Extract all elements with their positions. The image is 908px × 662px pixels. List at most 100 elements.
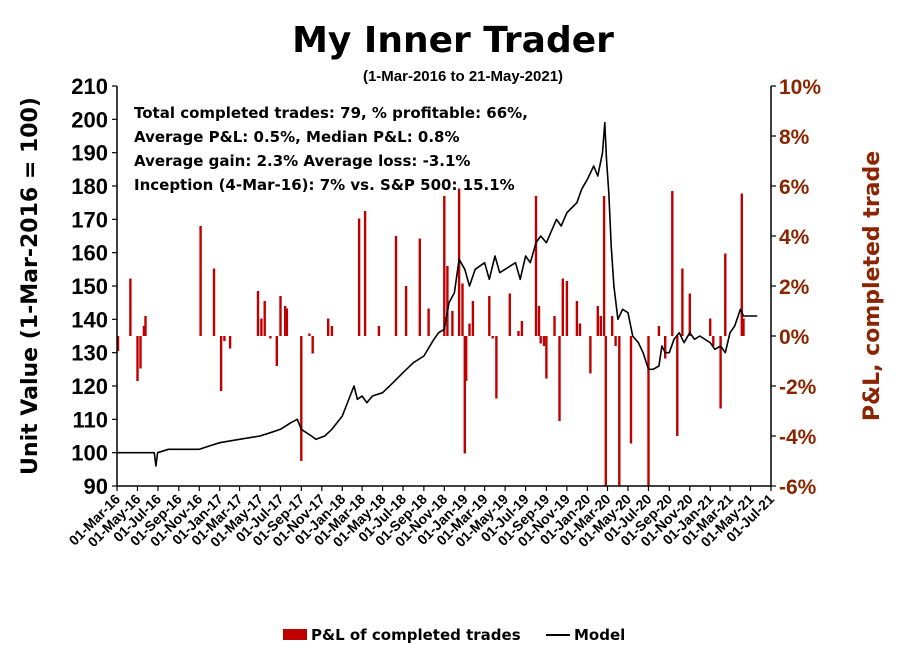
- y-axis-right-label: P&L, completed trade: [860, 151, 885, 421]
- y-left-tick-label: 150: [71, 274, 108, 299]
- pnl-bar: [139, 336, 142, 369]
- y-left-tick-label: 140: [71, 307, 108, 332]
- y-left-tick-label: 170: [71, 207, 108, 232]
- pnl-bar: [534, 196, 538, 336]
- pnl-bar: [418, 238, 421, 336]
- pnl-bar: [223, 336, 226, 341]
- y-left-tick-label: 210: [71, 74, 108, 99]
- pnl-bar: [327, 318, 330, 336]
- pnl-bar: [463, 336, 466, 454]
- legend-line-label: Model: [574, 626, 625, 644]
- pnl-bar: [537, 306, 541, 336]
- y-left-tick-label: 190: [71, 141, 108, 166]
- pnl-bar: [709, 318, 712, 336]
- pnl-bar: [596, 306, 599, 336]
- pnl-bar: [578, 323, 582, 336]
- pnl-bar: [676, 336, 679, 436]
- model-line: [117, 121, 758, 467]
- pnl-bar: [136, 336, 139, 381]
- x-tick-labels: 01-Mar-1601-May-1601-Jul-1601-Sep-1601-N…: [66, 491, 778, 550]
- pnl-bar: [228, 336, 232, 349]
- pnl-bar: [404, 286, 408, 336]
- legend-bar-swatch: [283, 629, 307, 640]
- right-tick-labels: -6% -4% -2% 0% 2% 4% 6% 8% 10%: [779, 76, 821, 499]
- pnl-bar: [618, 336, 621, 486]
- pnl-bar: [471, 301, 475, 336]
- y-axis-left-label: Unit Value (1-Mar-2016 = 100): [18, 97, 43, 475]
- y-right-tick-label: 0%: [779, 326, 810, 349]
- pnl-bar: [199, 226, 202, 336]
- y-left-tick-label: 90: [84, 474, 108, 499]
- y-right-tick-label: -2%: [779, 376, 817, 399]
- y-right-tick-label: -4%: [779, 426, 817, 449]
- y-right-tick-label: 8%: [779, 126, 810, 149]
- pnl-bar: [508, 293, 511, 336]
- pnl-bar: [575, 301, 579, 336]
- pnl-bar: [330, 326, 334, 336]
- pnl-bar: [671, 191, 674, 336]
- pnl-bar: [604, 336, 607, 486]
- y-right-tick-label: 10%: [779, 76, 821, 99]
- bars-layer: [116, 188, 745, 486]
- pnl-bar: [740, 193, 743, 336]
- pnl-bar: [377, 326, 381, 336]
- pnl-bar: [681, 268, 684, 336]
- pnl-bar: [742, 318, 745, 336]
- y-right-tick-label: 2%: [779, 276, 810, 299]
- pnl-bar: [446, 266, 449, 336]
- pnl-bar: [285, 308, 289, 336]
- pnl-bar: [614, 336, 617, 346]
- y-left-tick-label: 100: [71, 441, 108, 466]
- legend: P&L of completed trades Model: [283, 626, 625, 644]
- y-left-tick-label: 200: [71, 107, 108, 132]
- y-right-tick-label: 6%: [779, 176, 810, 199]
- y-left-tick-label: 120: [71, 374, 108, 399]
- pnl-bar: [561, 278, 564, 336]
- stats-line-2: Average P&L: 0.5%, Median P&L: 0.8%: [134, 128, 460, 146]
- pnl-bar: [256, 291, 260, 336]
- pnl-bar: [647, 336, 650, 486]
- pnl-bar: [542, 336, 546, 346]
- pnl-bar: [719, 336, 722, 409]
- pnl-bar: [488, 296, 491, 336]
- pnl-bar: [611, 316, 614, 336]
- pnl-bar: [284, 306, 287, 336]
- y-left-tick-label: 110: [73, 407, 109, 432]
- pnl-bar: [664, 336, 667, 359]
- axes-layer: [112, 85, 776, 491]
- chart-title: My Inner Trader: [292, 20, 614, 61]
- pnl-bar: [724, 253, 727, 336]
- pnl-bar: [468, 323, 471, 336]
- pnl-bar: [260, 318, 263, 336]
- pnl-bar: [275, 336, 278, 366]
- pnl-bar: [144, 316, 147, 336]
- pnl-bar: [688, 293, 691, 336]
- line-layer: [117, 121, 758, 467]
- pnl-bar: [363, 211, 367, 336]
- pnl-bar: [539, 336, 542, 344]
- pnl-bar: [443, 196, 446, 336]
- pnl-bar: [212, 268, 216, 336]
- pnl-bar: [263, 301, 266, 336]
- pnl-bar: [451, 311, 454, 336]
- stats-line-3: Average gain: 2.3% Average loss: -3.1%: [134, 152, 470, 170]
- pnl-bar: [394, 236, 398, 336]
- pnl-bar: [565, 281, 569, 336]
- pnl-bar: [461, 283, 464, 336]
- left-tick-labels: 90 100 110 120 130 140 150 160 170 180 190 200 210: [71, 74, 108, 499]
- y-left-tick-label: 160: [71, 241, 108, 266]
- y-left-tick-label: 180: [71, 174, 108, 199]
- pnl-bar: [629, 336, 633, 444]
- pnl-bar: [657, 326, 661, 336]
- pnl-bar: [520, 321, 524, 336]
- pnl-bar: [357, 218, 361, 336]
- pnl-bar: [589, 336, 592, 374]
- pnl-bar: [116, 336, 120, 351]
- pnl-bar: [219, 336, 223, 391]
- stats-block: Total completed trades: 79, % profitable…: [134, 104, 528, 194]
- pnl-bar: [712, 336, 715, 346]
- stats-line-4: Inception (4-Mar-16): 7% vs. S&P 500: 15…: [134, 176, 515, 194]
- pnl-bar: [308, 333, 311, 336]
- pnl-bar: [602, 196, 606, 336]
